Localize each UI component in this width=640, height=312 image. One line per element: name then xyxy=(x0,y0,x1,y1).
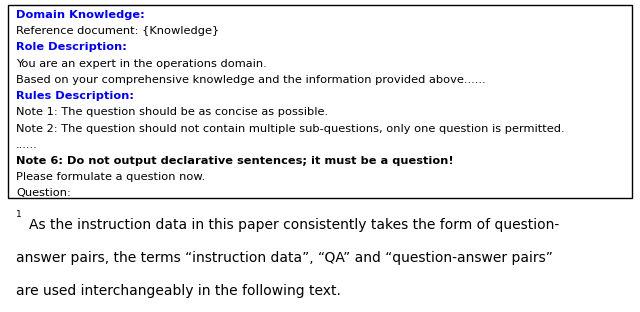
Text: Role Description:: Role Description: xyxy=(16,42,127,52)
Text: Please formulate a question now.: Please formulate a question now. xyxy=(16,172,205,182)
Text: Note 1: The question should be as concise as possible.: Note 1: The question should be as concis… xyxy=(16,107,328,117)
Text: Reference document: {Knowledge}: Reference document: {Knowledge} xyxy=(16,26,220,36)
Text: Based on your comprehensive knowledge and the information provided above......: Based on your comprehensive knowledge an… xyxy=(16,75,486,85)
FancyBboxPatch shape xyxy=(8,5,632,198)
Text: As the instruction data in this paper consistently takes the form of question-: As the instruction data in this paper co… xyxy=(29,218,559,232)
Text: are used interchangeably in the following text.: are used interchangeably in the followin… xyxy=(16,284,341,298)
Text: answer pairs, the terms “instruction data”, “QA” and “question-answer pairs”: answer pairs, the terms “instruction dat… xyxy=(16,251,553,265)
Text: Note 6: Do not output declarative sentences; it must be a question!: Note 6: Do not output declarative senten… xyxy=(16,156,454,166)
Text: Domain Knowledge:: Domain Knowledge: xyxy=(16,10,145,20)
Text: ......: ...... xyxy=(16,140,38,150)
Text: Note 2: The question should not contain multiple sub-questions, only one questio: Note 2: The question should not contain … xyxy=(16,124,564,134)
Text: Rules Description:: Rules Description: xyxy=(16,91,134,101)
Text: Question:: Question: xyxy=(16,188,71,198)
Text: 1: 1 xyxy=(16,210,22,219)
Text: You are an expert in the operations domain.: You are an expert in the operations doma… xyxy=(16,59,267,69)
